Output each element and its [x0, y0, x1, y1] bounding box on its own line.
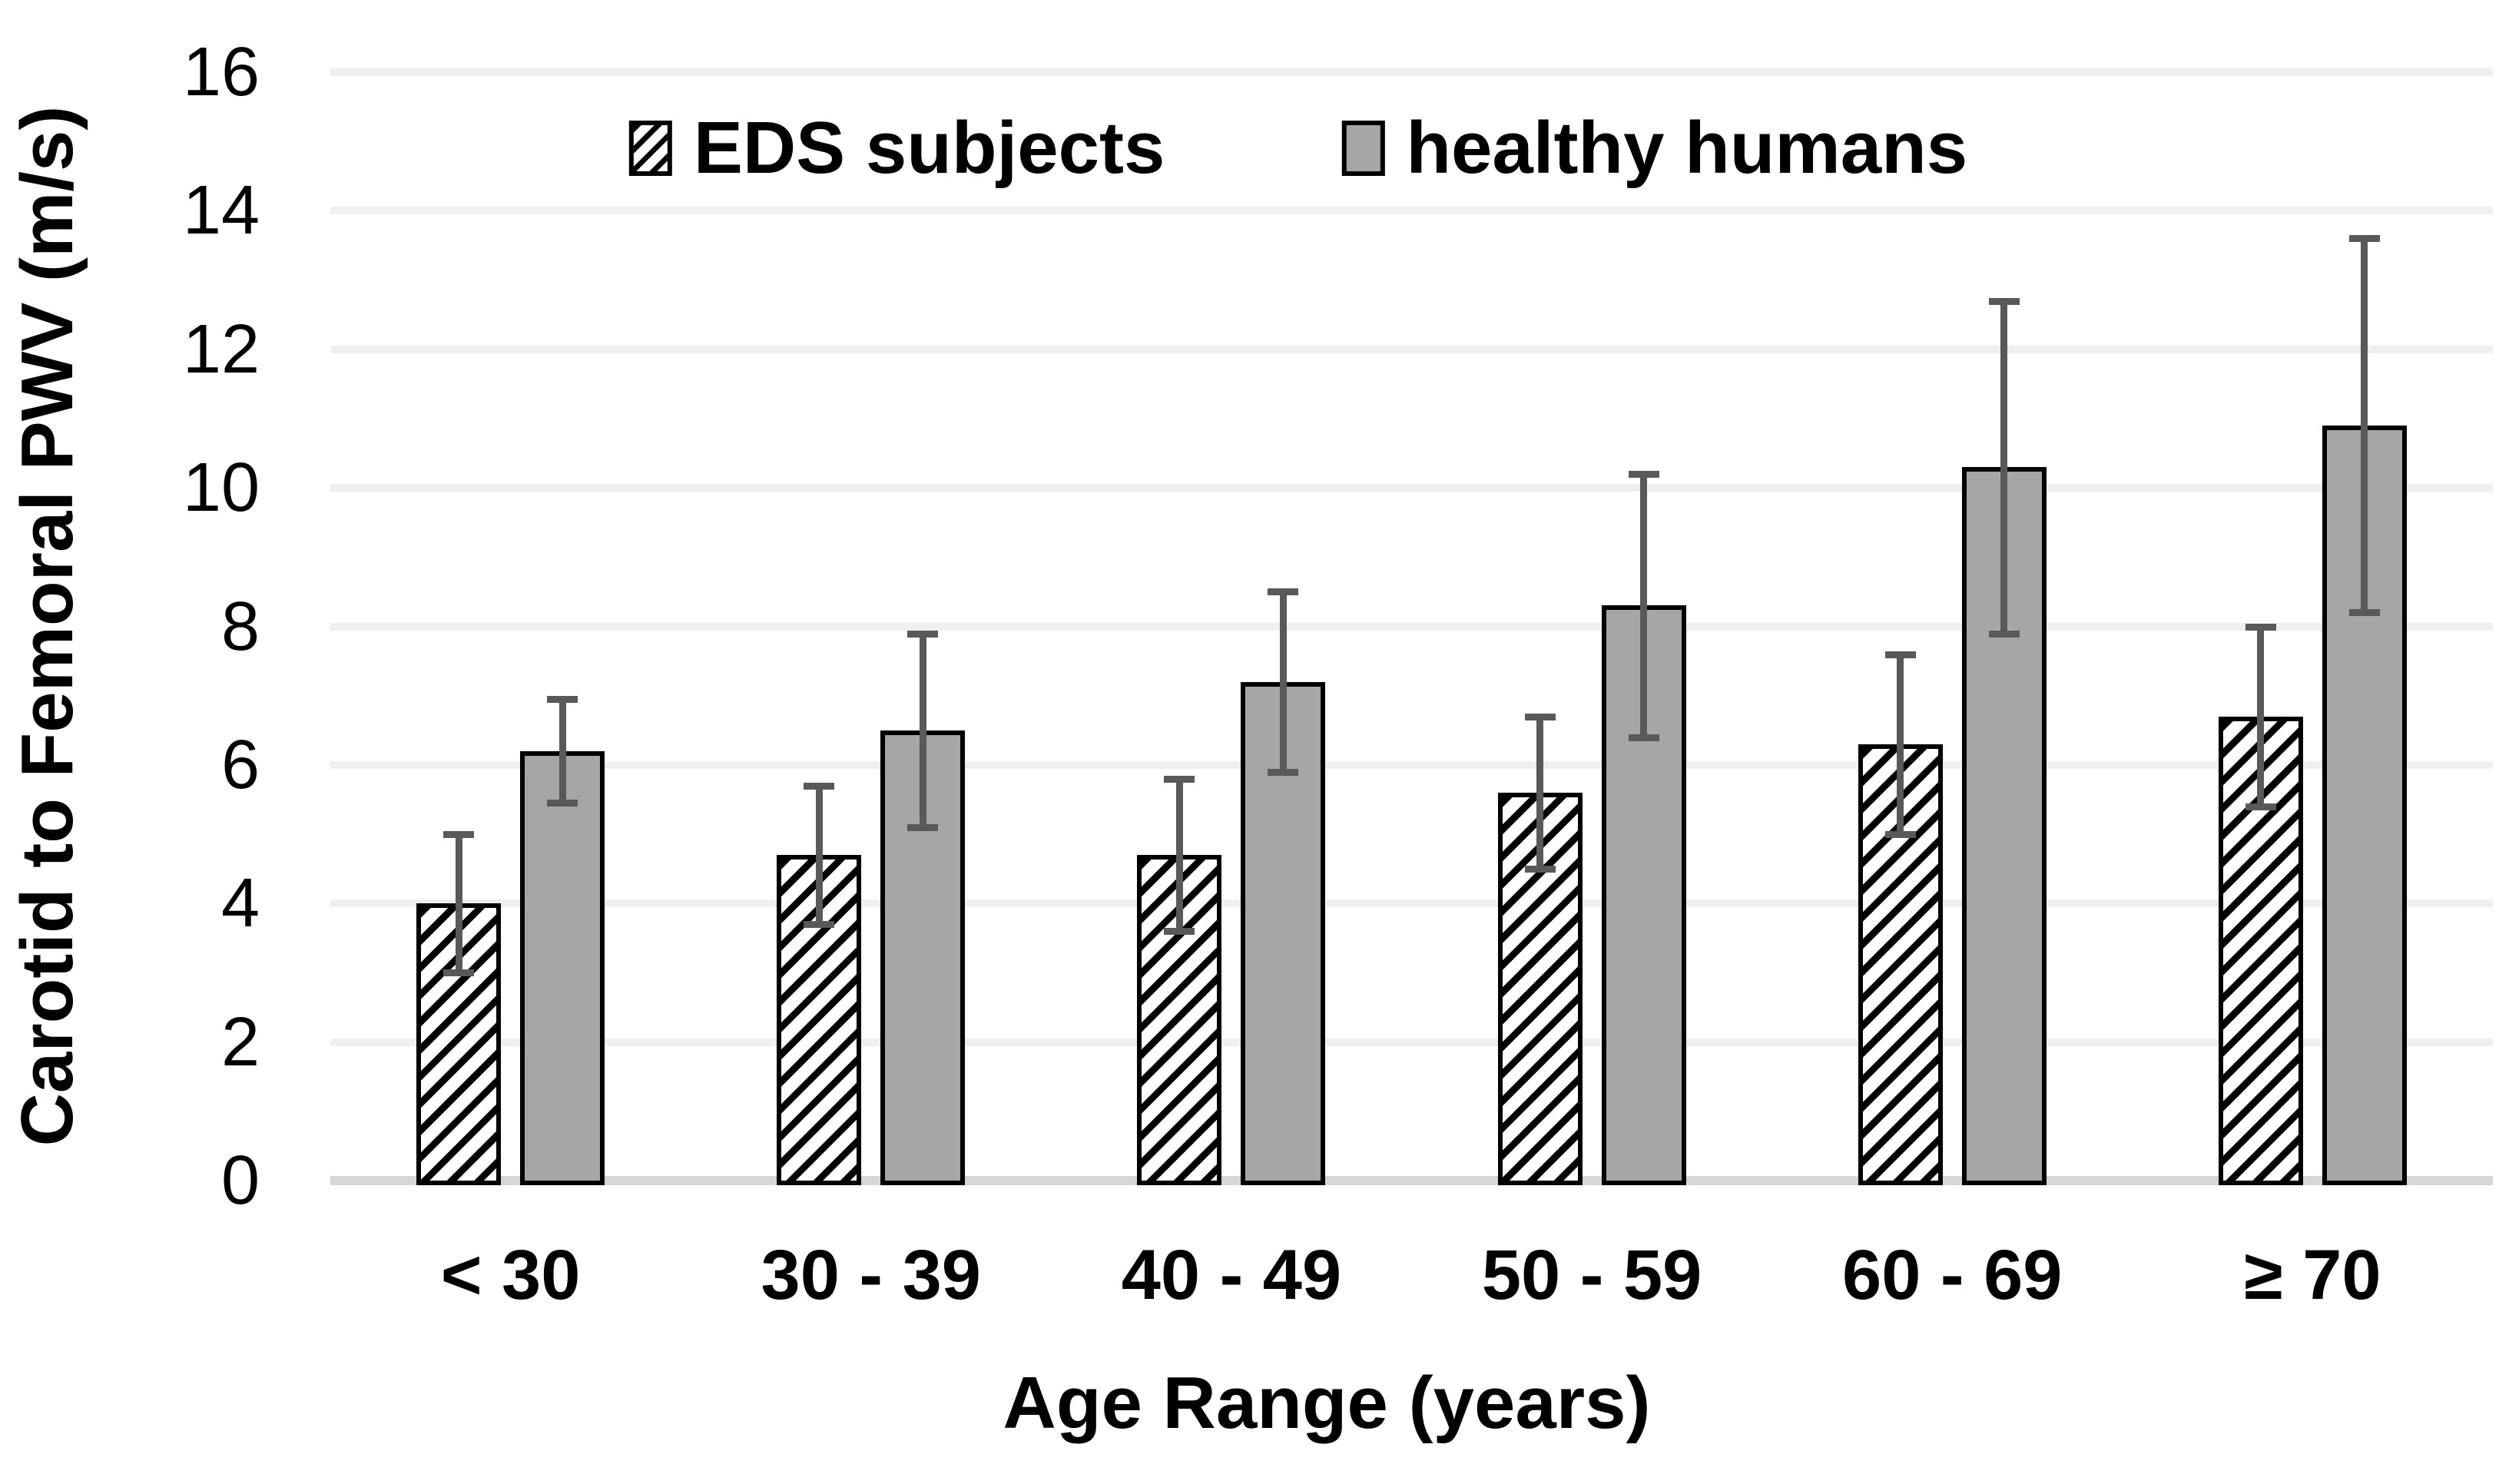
error-bar-line	[1279, 591, 1287, 772]
error-bar-cap-bottom	[2348, 609, 2380, 617]
error-bar-cap-top	[1884, 651, 1916, 658]
x-axis-title: Age Range (years)	[1003, 1362, 1651, 1444]
error-bar-cap-bottom	[443, 969, 475, 977]
error-bar-cap-top	[1268, 588, 1299, 596]
error-bar-line	[919, 633, 926, 828]
y-tick-label: 10	[182, 449, 260, 527]
gridline	[330, 1038, 2493, 1046]
gridline	[330, 760, 2493, 769]
gridline	[330, 68, 2493, 76]
legend: EDS subjects healthy humans	[628, 106, 1967, 190]
error-bar-cap-top	[2245, 623, 2276, 631]
error-bar-cap-bottom	[1884, 831, 1916, 839]
error-bar-cap-top	[1164, 775, 1195, 783]
y-tick-label: 6	[220, 726, 260, 803]
x-category-label: 40 - 49	[1121, 1236, 1342, 1314]
bar-healthy-humans	[520, 750, 605, 1185]
gridline	[330, 207, 2493, 215]
error-bar-line	[1897, 654, 1904, 835]
error-bar-cap-top	[907, 630, 939, 638]
error-bar-cap-bottom	[1628, 734, 1659, 741]
legend-label-eds-subjects: EDS subjects	[693, 107, 1165, 189]
error-bar-cap-bottom	[2245, 803, 2276, 810]
error-bar-cap-top	[2348, 235, 2380, 243]
y-tick-label: 14	[182, 172, 260, 250]
error-bar-cap-bottom	[804, 921, 835, 929]
y-tick-label: 4	[220, 865, 260, 942]
x-category-label: 30 - 39	[761, 1236, 981, 1314]
gridline	[330, 899, 2493, 908]
error-bar-line	[2000, 300, 2008, 634]
error-bar-line	[2257, 626, 2265, 807]
x-category-label: 50 - 59	[1481, 1236, 1702, 1314]
y-tick-label: 2	[220, 1003, 260, 1081]
error-bar-cap-top	[1988, 297, 2020, 305]
x-category-label: ≥ 70	[2244, 1236, 2381, 1314]
gridline	[330, 345, 2493, 353]
error-bar-line	[1640, 474, 1648, 737]
error-bar-cap-bottom	[1524, 866, 1556, 873]
legend-swatch-eds-icon	[628, 121, 672, 176]
gridline	[330, 484, 2493, 492]
error-bar-line	[2361, 238, 2368, 613]
y-tick-label: 8	[220, 588, 260, 665]
error-bar-cap-top	[1628, 471, 1659, 479]
error-bar-cap-top	[804, 782, 835, 790]
error-bar-cap-bottom	[1164, 928, 1195, 936]
error-bar-line	[1175, 778, 1183, 932]
y-tick-label: 16	[182, 34, 260, 111]
error-bar-cap-bottom	[1268, 768, 1299, 776]
x-axis-line	[330, 1176, 2493, 1185]
y-tick-label: 0	[220, 1142, 260, 1219]
x-category-label: < 30	[440, 1236, 581, 1314]
error-bar-line	[558, 699, 566, 803]
legend-label-healthy-humans: healthy humans	[1406, 107, 1968, 189]
error-bar-cap-bottom	[547, 800, 578, 807]
legend-item-healthy-humans: healthy humans	[1341, 106, 1967, 190]
error-bar-cap-bottom	[907, 824, 939, 832]
gridline	[330, 622, 2493, 631]
error-bar-line	[455, 834, 462, 973]
error-bar-line	[815, 785, 823, 925]
y-tick-label: 12	[182, 310, 260, 388]
x-category-label: 60 - 69	[1842, 1236, 2063, 1314]
error-bar-line	[1536, 716, 1544, 870]
legend-swatch-healthy-icon	[1341, 121, 1385, 176]
error-bar-cap-bottom	[1988, 630, 2020, 638]
error-bar-cap-top	[443, 831, 475, 839]
legend-item-eds-subjects: EDS subjects	[628, 106, 1165, 190]
error-bar-cap-top	[1524, 713, 1556, 720]
error-bar-cap-top	[547, 696, 578, 704]
